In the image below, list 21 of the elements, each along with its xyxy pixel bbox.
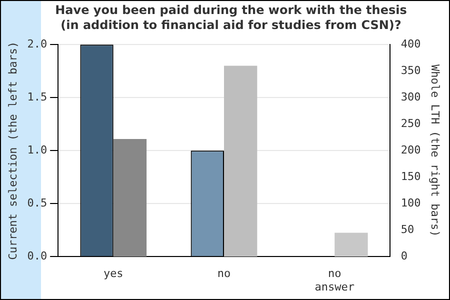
y2-axis-title: Whole LTH (the right bars) [428, 64, 442, 237]
y-axis-title: Current selection (the left bars) [6, 41, 20, 260]
y-tick-label: 0.5 [27, 196, 48, 210]
bar [334, 232, 368, 257]
y2-tick-label: 250 [400, 116, 421, 130]
x-tick-label: no [217, 267, 231, 280]
y2-tick-label: 200 [400, 143, 421, 156]
x-tick-label: no answer [314, 267, 355, 294]
y2-tick-label: 50 [400, 222, 414, 236]
y2-tick-label: 400 [400, 37, 421, 50]
y2-tick-label: 100 [400, 196, 421, 210]
chart-title: Have you been paid during the work with the thesis (in addition to financial aid for studies from CSN)? [54, 3, 408, 33]
y2-tick-label: 300 [400, 90, 421, 104]
y-tick-label: 0.0 [27, 249, 48, 262]
y2-tick-label: 350 [400, 64, 421, 77]
y2-tick-label: 0 [400, 249, 408, 262]
y-tick-label: 1.0 [27, 143, 48, 156]
x-tick-label: yes [103, 267, 124, 280]
y2-tick-label: 150 [400, 170, 421, 183]
y-tick-label: 1.5 [27, 90, 48, 104]
y-tick-label: 2.0 [27, 37, 48, 50]
